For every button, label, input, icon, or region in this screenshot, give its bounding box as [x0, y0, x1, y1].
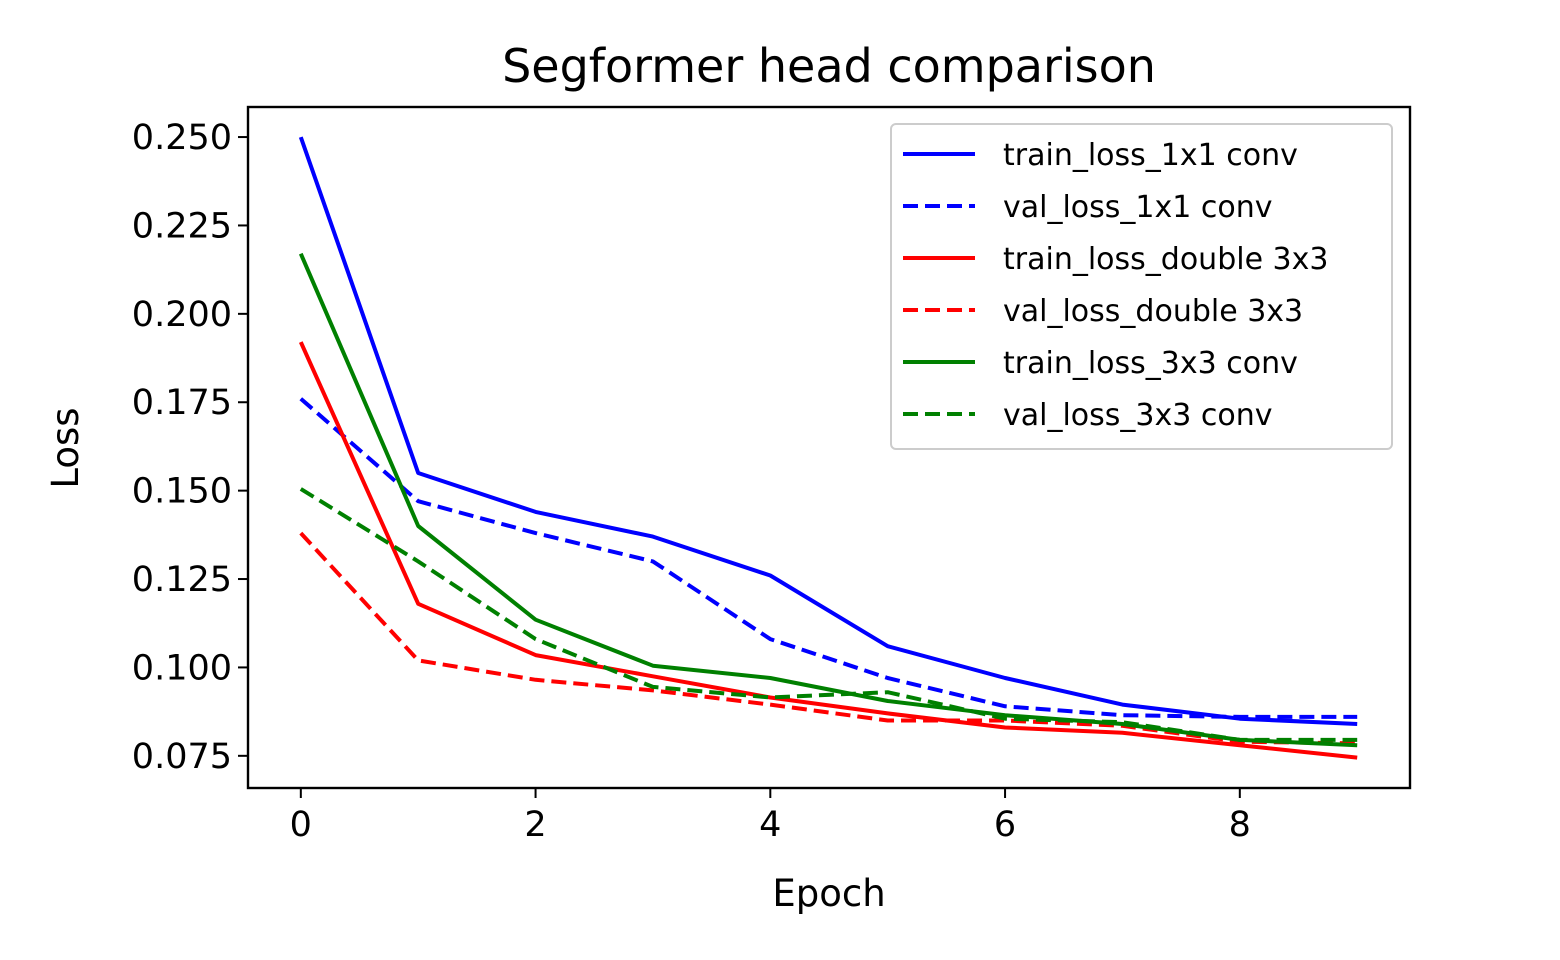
plot-frame	[246, 105, 1412, 790]
series-layer	[298, 136, 1358, 760]
y-tick-label: 0.150	[132, 472, 232, 512]
series-line	[299, 487, 1358, 742]
y-tick-label: 0.125	[132, 560, 232, 600]
x-tick-label: 4	[759, 805, 781, 845]
legend-label: val_loss_double 3x3	[1003, 294, 1303, 329]
legend-label: val_loss_3x3 conv	[1003, 398, 1273, 433]
legend-label: train_loss_3x3 conv	[1003, 346, 1298, 381]
y-tick-label: 0.175	[132, 383, 232, 423]
y-axis-label: Loss	[44, 407, 87, 488]
y-tick-label: 0.200	[132, 295, 232, 335]
y-tick-label: 0.075	[132, 737, 232, 777]
chart-title: Segformer head comparison	[502, 39, 1156, 93]
legend-label: train_loss_1x1 conv	[1003, 138, 1298, 173]
legend-box	[890, 123, 1393, 450]
legend: train_loss_1x1 conv val_loss_1x1 conv trai…	[890, 123, 1393, 450]
legend-label: val_loss_1x1 conv	[1003, 190, 1273, 225]
legend-label: train_loss_double 3x3	[1003, 242, 1329, 277]
y-tick-label: 0.100	[132, 648, 232, 688]
x-axis-label: Epoch	[772, 872, 885, 915]
series-line	[299, 531, 1358, 746]
y-axis: 0.075 0.100 0.125 0.150 0.175 0.200 0.225 0.250	[132, 118, 248, 777]
series-line	[298, 136, 1358, 726]
x-axis: 0 2 4 6 8	[290, 788, 1251, 845]
y-tick-label: 0.225	[132, 206, 232, 246]
x-tick-label: 2	[524, 805, 546, 845]
series-line	[299, 397, 1358, 719]
series-line	[298, 341, 1358, 760]
x-tick-label: 6	[994, 805, 1016, 845]
x-tick-label: 0	[290, 805, 312, 845]
y-tick-label: 0.250	[132, 118, 232, 158]
x-tick-label: 8	[1229, 805, 1251, 845]
